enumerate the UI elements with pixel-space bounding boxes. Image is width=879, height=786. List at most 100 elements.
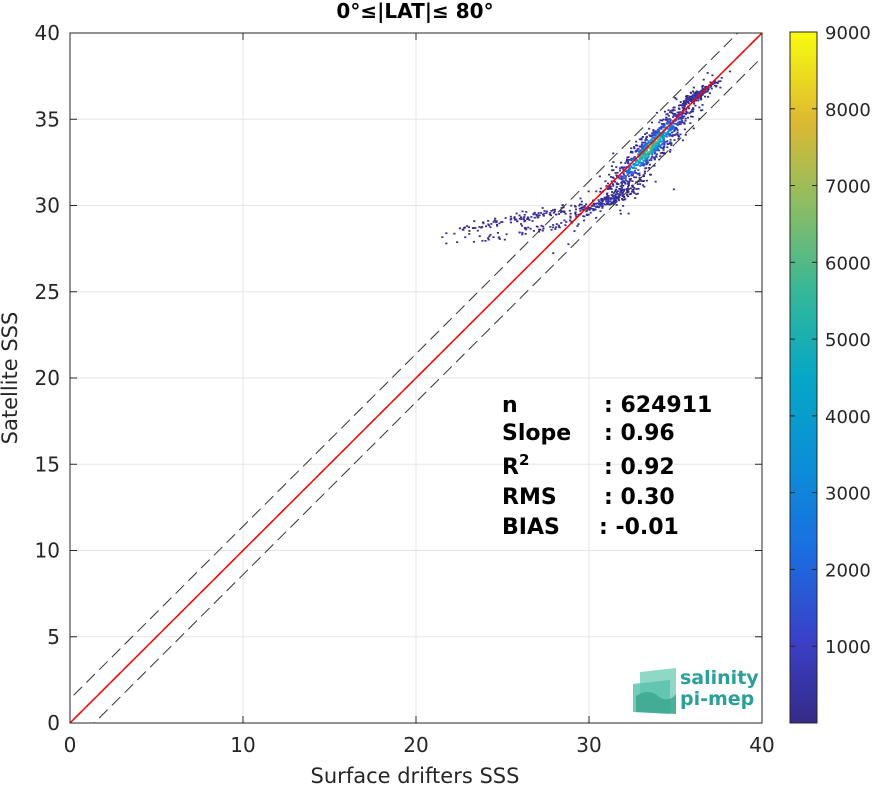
heatmap-cell bbox=[638, 157, 641, 160]
heatmap-cell bbox=[516, 220, 519, 223]
heatmap-cell bbox=[694, 95, 697, 98]
heatmap-cell bbox=[631, 151, 634, 154]
heatmap-cell bbox=[537, 214, 540, 217]
heatmap-cell bbox=[664, 127, 667, 129]
heatmap-cell bbox=[662, 152, 665, 155]
heatmap-cell bbox=[665, 116, 668, 119]
heatmap-cell bbox=[611, 191, 614, 193]
heatmap-cell bbox=[656, 132, 659, 135]
heatmap-cell bbox=[683, 103, 686, 106]
heatmap-cell bbox=[619, 212, 622, 215]
logo-mark-icon bbox=[633, 668, 676, 714]
heatmap-cell bbox=[587, 207, 590, 210]
heatmap-cell bbox=[612, 183, 615, 186]
heatmap-cell bbox=[676, 129, 679, 131]
heatmap-cell bbox=[649, 151, 652, 154]
heatmap-cell bbox=[673, 139, 676, 141]
heatmap-cell bbox=[522, 218, 525, 221]
heatmap-cell bbox=[482, 222, 485, 225]
heatmap-cell bbox=[644, 146, 647, 149]
heatmap-cell bbox=[639, 149, 642, 152]
heatmap-cell bbox=[621, 193, 624, 195]
heatmap-cell bbox=[633, 187, 636, 189]
heatmap-cell bbox=[688, 96, 691, 99]
heatmap-cell bbox=[654, 151, 657, 154]
heatmap-cell bbox=[644, 159, 647, 162]
heatmap-cell bbox=[701, 94, 704, 96]
heatmap-cell bbox=[641, 154, 644, 157]
heatmap-cell bbox=[690, 115, 693, 118]
heatmap-cell bbox=[487, 237, 490, 239]
heatmap-cell bbox=[654, 148, 657, 150]
heatmap-cell bbox=[716, 82, 719, 85]
colorbar-tick-label: 3000 bbox=[825, 484, 871, 505]
heatmap-cell bbox=[583, 219, 586, 222]
heatmap-cell bbox=[621, 180, 624, 183]
heatmap-cell bbox=[555, 213, 558, 216]
heatmap-cell bbox=[593, 202, 596, 205]
heatmap-cell bbox=[675, 128, 678, 130]
heatmap-cell bbox=[638, 172, 641, 175]
heatmap-cell bbox=[670, 109, 673, 112]
heatmap-cell bbox=[641, 141, 644, 144]
heatmap-cell bbox=[661, 119, 664, 122]
heatmap-cell bbox=[651, 148, 654, 151]
heatmap-cell bbox=[453, 232, 456, 235]
heatmap-cell bbox=[604, 180, 607, 183]
heatmap-cell bbox=[518, 231, 521, 234]
heatmap-cell bbox=[660, 123, 663, 125]
heatmap-cell bbox=[654, 131, 657, 134]
heatmap-cell bbox=[670, 131, 673, 134]
heatmap-cell bbox=[641, 180, 644, 183]
heatmap-cell bbox=[647, 155, 650, 157]
heatmap-cell bbox=[671, 127, 674, 130]
heatmap-cell bbox=[548, 213, 551, 216]
heatmap-cell bbox=[702, 88, 705, 91]
heatmap-cell bbox=[505, 233, 508, 236]
heatmap-cell bbox=[466, 225, 469, 227]
heatmap-cell bbox=[600, 202, 603, 205]
heatmap-cell bbox=[704, 95, 707, 98]
heatmap-cell bbox=[489, 226, 492, 229]
heatmap-cell bbox=[658, 149, 661, 152]
x-tick-label: 0 bbox=[64, 733, 77, 757]
heatmap-cell bbox=[659, 119, 662, 122]
heatmap-cell bbox=[445, 232, 448, 235]
heatmap-cell bbox=[638, 176, 641, 179]
heatmap-cell bbox=[528, 219, 531, 221]
heatmap-cell bbox=[587, 213, 590, 216]
heatmap-cell bbox=[487, 238, 490, 241]
heatmap-cell bbox=[652, 156, 655, 159]
heatmap-cell bbox=[622, 205, 625, 207]
heatmap-cell bbox=[558, 226, 561, 229]
heatmap-cell bbox=[642, 159, 645, 162]
heatmap-cell bbox=[668, 118, 671, 120]
heatmap-cell bbox=[612, 202, 615, 205]
heatmap-cell bbox=[679, 123, 682, 125]
heatmap-cell bbox=[653, 147, 656, 150]
heatmap-cell bbox=[660, 134, 663, 136]
heatmap-cell bbox=[549, 212, 552, 214]
heatmap-cell bbox=[617, 183, 620, 186]
heatmap-cell bbox=[680, 118, 683, 121]
heatmap-cell bbox=[623, 188, 626, 191]
heatmap-cell bbox=[639, 165, 642, 167]
heatmap-cell bbox=[461, 228, 464, 231]
heatmap-cell bbox=[672, 112, 675, 115]
heatmap-cell bbox=[695, 99, 698, 102]
heatmap-cell bbox=[688, 107, 691, 110]
heatmap-cell bbox=[503, 238, 506, 241]
heatmap-cell bbox=[518, 217, 521, 220]
heatmap-cell bbox=[628, 166, 631, 169]
heatmap-cell bbox=[650, 159, 653, 162]
heatmap-cell bbox=[500, 221, 503, 223]
heatmap-cell bbox=[636, 183, 639, 186]
heatmap-cell bbox=[678, 111, 681, 114]
heatmap-cell bbox=[504, 217, 507, 219]
heatmap-cell bbox=[485, 225, 488, 228]
heatmap-cell bbox=[575, 215, 578, 218]
heatmap-cell bbox=[529, 227, 532, 230]
heatmap-cell bbox=[686, 111, 689, 114]
heatmap-cell bbox=[672, 109, 675, 111]
heatmap-cell bbox=[599, 187, 602, 190]
